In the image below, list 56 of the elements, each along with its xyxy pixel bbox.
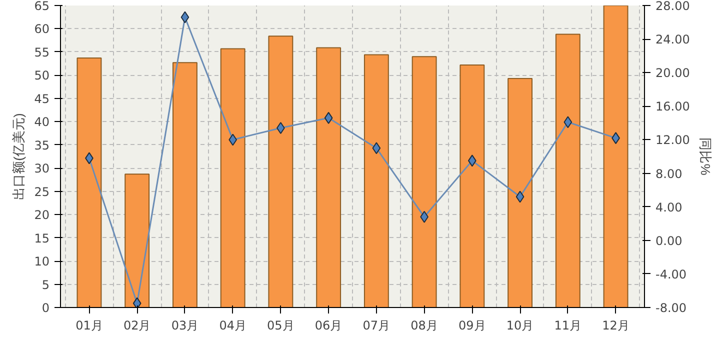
y-tick-label: 40 — [34, 115, 50, 130]
bar — [603, 6, 628, 308]
x-tick-label: 02月 — [123, 318, 151, 332]
x-tick-label: 03月 — [171, 318, 199, 332]
y-tick-label: 30 — [34, 162, 50, 176]
y2-tick-label: -4.00 — [656, 267, 687, 282]
y2-tick-label: 16.00 — [656, 100, 690, 114]
y2-tick-label: 12.00 — [656, 133, 690, 148]
point — [516, 190, 524, 203]
bar — [412, 56, 437, 308]
y2-tick-label: 28.00 — [656, 0, 690, 13]
point — [372, 142, 381, 154]
y-tick-label: 5 — [42, 278, 50, 292]
y2-tick-label: 24.00 — [656, 32, 690, 47]
y-tick-label: 55 — [34, 45, 50, 60]
point — [132, 297, 142, 308]
bar — [555, 34, 580, 308]
y-tick-label: 20 — [34, 208, 50, 222]
x-tick-label: 10月 — [506, 318, 534, 332]
y-tick-label: 60 — [34, 22, 50, 36]
bar — [124, 174, 150, 308]
x-tick-label: 07月 — [362, 318, 390, 332]
y-tick-label: 45 — [34, 92, 50, 106]
y-tick-label: 35 — [34, 138, 50, 152]
x-tick-label: 04月 — [219, 318, 246, 332]
y-tick-label: 0 — [42, 301, 50, 315]
x-tick-label: 12月 — [602, 318, 630, 332]
bar — [460, 64, 485, 308]
y-axis-title: 出口额(亿美元) — [11, 113, 26, 200]
y2-tick-label: 0.00 — [656, 234, 682, 248]
y2-tick-label: 4.00 — [656, 200, 682, 214]
x-tick-label: 08月 — [410, 318, 438, 332]
y2-tick-label: 20.00 — [656, 66, 690, 80]
x-tick-label: 06月 — [314, 318, 342, 332]
bar — [220, 48, 246, 308]
point — [324, 112, 333, 124]
bar — [268, 36, 294, 308]
bar — [172, 62, 198, 308]
y-tick-label: 50 — [34, 68, 50, 83]
y-tick-label: 25 — [34, 184, 50, 199]
bar — [76, 58, 102, 308]
y-tick-label: 15 — [34, 231, 50, 246]
x-tick-label: 09月 — [458, 318, 486, 332]
bar — [316, 47, 342, 308]
point — [564, 116, 572, 128]
y2-axis-title: 同比% — [698, 138, 713, 176]
x-tick-label: 11月 — [554, 318, 582, 332]
y-tick-label: 65 — [34, 0, 50, 13]
y2-tick-label: -8.00 — [656, 301, 687, 315]
x-tick-label: 01月 — [76, 318, 103, 332]
y2-tick-label: 8.00 — [656, 166, 682, 181]
bar — [508, 78, 533, 308]
x-tick-label: 05月 — [267, 318, 294, 332]
point — [180, 11, 190, 24]
bar — [364, 54, 389, 308]
y-tick-label: 10 — [34, 254, 50, 269]
